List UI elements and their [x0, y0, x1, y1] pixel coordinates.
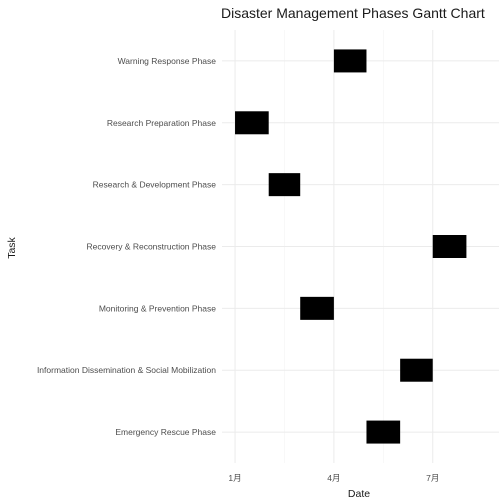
task-label: Information Dissemination & Social Mobil… [37, 365, 216, 375]
task-label: Recovery & Reconstruction Phase [87, 242, 217, 252]
task-bar [433, 235, 467, 258]
task-bar [400, 359, 433, 382]
task-bar [334, 49, 367, 72]
task-bar [366, 421, 400, 444]
y-axis-title: Task [6, 236, 18, 258]
task-label: Research & Development Phase [93, 180, 217, 190]
date-tick-label: 1月 [228, 473, 241, 483]
chart-title: Disaster Management Phases Gantt Chart [221, 5, 485, 21]
x-axis-title: Date [348, 488, 370, 500]
task-label: Emergency Rescue Phase [115, 427, 216, 437]
task-bar [300, 297, 334, 320]
date-tick-label: 4月 [327, 473, 340, 483]
task-label: Monitoring & Prevention Phase [99, 303, 216, 313]
task-label: Research Preparation Phase [107, 118, 216, 128]
date-tick-layer: 1月 4月 7月 [228, 473, 439, 483]
task-label: Warning Response Phase [118, 56, 217, 66]
task-bar [235, 111, 269, 134]
task-bar [269, 173, 301, 196]
date-tick-label: 7月 [426, 473, 439, 483]
task-label-layer: Warning Response Phase Research Preparati… [37, 56, 216, 437]
